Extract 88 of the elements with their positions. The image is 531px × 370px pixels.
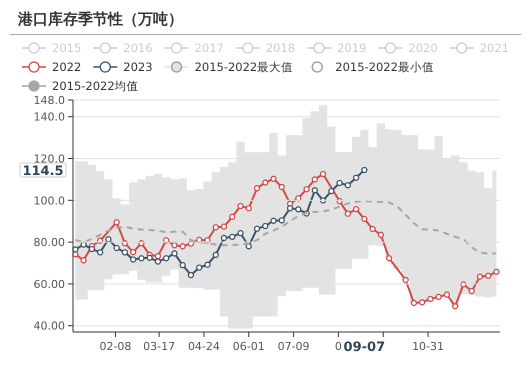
- point: [196, 264, 202, 271]
- point: [229, 214, 236, 220]
- point: [113, 244, 120, 252]
- y-tick-label: 140.0: [34, 110, 65, 124]
- point: [286, 205, 294, 212]
- point: [220, 224, 228, 230]
- point: [163, 255, 170, 262]
- point: [468, 288, 475, 294]
- point: [378, 232, 384, 238]
- point: [270, 176, 277, 182]
- y-tick-label: 60.00: [34, 278, 65, 291]
- point: [212, 224, 219, 230]
- x-tick-label: 06-01: [232, 340, 265, 353]
- point: [212, 252, 219, 258]
- y-tick-label: 148.0: [34, 94, 65, 107]
- point: [130, 256, 136, 263]
- point: [312, 176, 318, 183]
- y-tick-label: 80.00: [34, 236, 65, 250]
- legend-label: 2022: [52, 60, 82, 74]
- point: [312, 187, 318, 194]
- point: [154, 252, 162, 260]
- point: [237, 230, 244, 236]
- point: [146, 254, 153, 261]
- point: [419, 299, 426, 306]
- x-tick-label: 0: [334, 340, 342, 353]
- point: [138, 255, 145, 262]
- point: [254, 226, 260, 232]
- point: [369, 226, 376, 232]
- point: [105, 236, 112, 242]
- legend-label: 2015-2022最大值: [194, 60, 294, 74]
- point: [278, 217, 285, 224]
- x-tick-label: 03-17: [143, 340, 176, 353]
- point: [88, 246, 96, 252]
- point: [270, 218, 277, 224]
- point: [336, 180, 343, 186]
- point: [476, 273, 484, 280]
- point: [386, 255, 392, 262]
- point: [80, 241, 87, 248]
- point: [328, 188, 334, 194]
- point: [493, 268, 500, 275]
- point: [361, 166, 368, 174]
- point: [344, 182, 351, 188]
- point: [180, 243, 186, 250]
- point: [171, 242, 178, 248]
- chart-title: 港口库存季节性（万吨）: [17, 10, 183, 28]
- point: [220, 234, 228, 242]
- point: [278, 184, 285, 190]
- point: [262, 222, 268, 230]
- point: [96, 249, 104, 256]
- point: [361, 216, 368, 222]
- x-tick-label: 04-24: [188, 340, 220, 353]
- point: [180, 262, 186, 268]
- point: [229, 234, 236, 240]
- point: [113, 219, 120, 226]
- point: [188, 272, 194, 278]
- y-tick-label: 100.0: [34, 194, 65, 208]
- x-tick-label: 02-08: [99, 340, 132, 353]
- point: [303, 186, 310, 192]
- annotation: 09-07: [344, 338, 386, 355]
- point: [254, 185, 260, 192]
- point: [352, 206, 360, 212]
- legend-label: 2015-2022均值: [52, 79, 139, 93]
- point: [154, 258, 162, 265]
- point: [262, 179, 268, 186]
- point: [171, 250, 178, 257]
- point: [295, 206, 302, 212]
- point: [237, 202, 244, 210]
- point: [410, 300, 418, 306]
- point: [485, 272, 492, 279]
- point: [246, 205, 252, 212]
- point: [320, 170, 326, 178]
- legend-label: 2015-2022最小值: [335, 60, 434, 74]
- point: [80, 257, 87, 264]
- annotation: 114.5: [20, 162, 66, 180]
- y-tick-label: 40.00: [34, 320, 65, 333]
- x-tick-label: 07-09: [278, 340, 310, 353]
- point: [427, 296, 434, 302]
- legend-label: 2023: [123, 60, 153, 74]
- point: [452, 303, 458, 310]
- point: [204, 262, 211, 268]
- point: [436, 294, 442, 300]
- point: [402, 276, 409, 284]
- point: [352, 174, 360, 181]
- point: [444, 291, 450, 298]
- point: [344, 210, 351, 217]
- x-tick-label: 10-31: [412, 340, 444, 353]
- point: [130, 249, 136, 256]
- point: [122, 249, 128, 256]
